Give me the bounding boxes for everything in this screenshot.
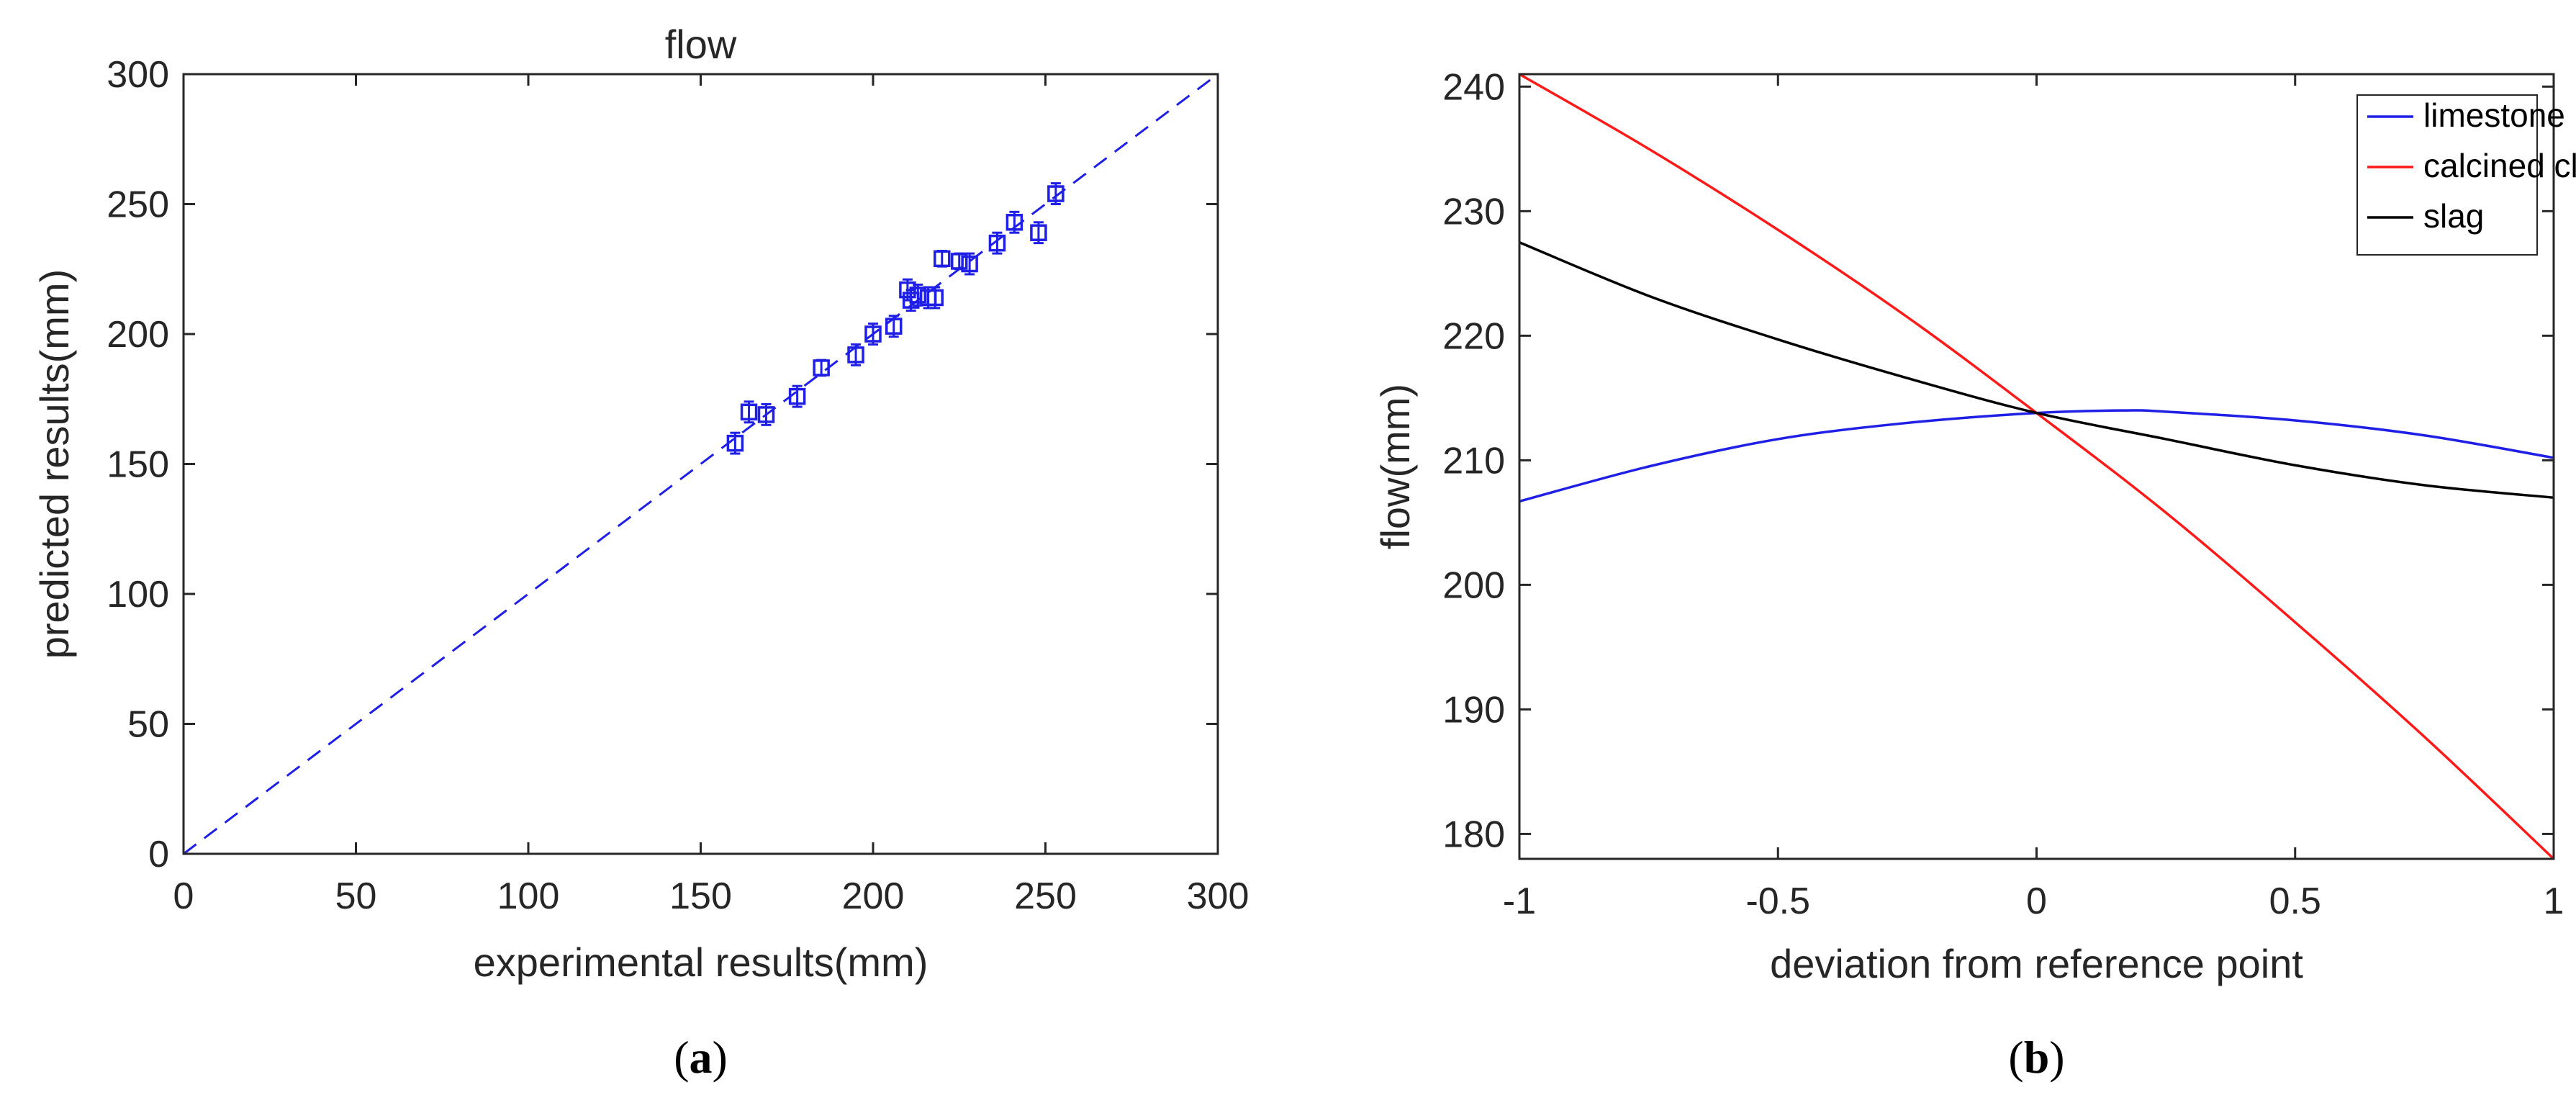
data-point xyxy=(813,359,830,377)
y-tick-label: 200 xyxy=(107,314,169,356)
y-tick-label: 50 xyxy=(127,704,169,746)
y-tick-label: 200 xyxy=(1442,564,1505,606)
legend-label: limestone xyxy=(2423,96,2565,134)
x-tick-label: 300 xyxy=(1187,875,1249,917)
data-point xyxy=(864,323,882,346)
y-tick-label: 240 xyxy=(1442,66,1505,108)
x-tick-label: -0.5 xyxy=(1745,880,1810,922)
square-marker xyxy=(1005,214,1023,231)
reference-line xyxy=(183,73,1219,855)
square-marker xyxy=(951,253,968,270)
x-tick-label: 0 xyxy=(173,875,194,917)
data-point xyxy=(1030,221,1047,245)
legend: limestone calcined clay slag xyxy=(2356,94,2576,256)
x-tick-label: 100 xyxy=(497,875,560,917)
square-marker xyxy=(864,325,882,343)
square-marker xyxy=(1047,185,1065,202)
plot-frame xyxy=(182,73,1219,855)
y-tick-label: 300 xyxy=(107,54,169,96)
series-line-calcined-clay xyxy=(1519,73,2555,860)
square-marker xyxy=(740,403,758,421)
y-tick-label: 230 xyxy=(1442,191,1505,233)
data-point xyxy=(1047,182,1065,205)
square-marker xyxy=(961,255,978,273)
data-point xyxy=(1005,210,1023,234)
data-point xyxy=(847,343,864,366)
square-marker xyxy=(757,406,775,423)
x-tick-label: 50 xyxy=(335,875,377,917)
series-line-slag xyxy=(1519,240,2554,499)
legend-label: slag xyxy=(2423,197,2484,235)
chart-panel-b: -1 -0.5 0 0.5 1 180 190 200 210 220 230 240 limesto… xyxy=(1373,66,2576,1083)
legend-label: calcined clay xyxy=(2423,147,2576,184)
data-point xyxy=(726,431,744,455)
square-marker xyxy=(885,317,903,335)
chart-panel-a: flow 0 50 100 150 200 250 300 0 50 100 150 200 250 30… xyxy=(32,22,1249,1083)
x-axis-label: deviation from reference point xyxy=(1770,941,2303,986)
reference-line-layer xyxy=(183,73,1219,855)
square-marker xyxy=(909,287,927,304)
panel-letter: a xyxy=(690,1032,713,1083)
x-axis-label: experimental results(mm) xyxy=(474,939,928,985)
series-lines-layer xyxy=(1519,73,2555,860)
square-marker xyxy=(726,434,744,452)
y-tick-label: 250 xyxy=(107,184,169,226)
x-tick-label: 250 xyxy=(1014,875,1077,917)
data-point xyxy=(961,252,978,276)
data-points-layer xyxy=(726,182,1065,455)
x-tick-label: 0 xyxy=(2026,880,2047,922)
panel-letter: b xyxy=(2024,1032,2050,1083)
y-tick-label: 150 xyxy=(107,444,169,486)
square-marker xyxy=(988,234,1006,252)
data-point xyxy=(757,402,775,426)
data-point xyxy=(740,400,758,424)
x-tick-label: 200 xyxy=(842,875,905,917)
square-marker xyxy=(813,359,830,377)
y-tick-label: 220 xyxy=(1442,315,1505,357)
data-point xyxy=(926,286,944,310)
y-tick-label: 210 xyxy=(1442,440,1505,482)
square-marker xyxy=(934,250,951,268)
data-point xyxy=(788,384,806,408)
panel-label-a: (a) xyxy=(674,1032,728,1083)
data-point xyxy=(988,231,1006,255)
y-axis-label: flow(mm) xyxy=(1373,384,1418,549)
axis-ticks: 0 50 100 150 200 250 300 0 50 100 150 200 250 300 xyxy=(107,54,1249,917)
y-tick-label: 0 xyxy=(148,834,169,875)
y-tick-label: 100 xyxy=(107,574,169,616)
panel-label-b: (b) xyxy=(2008,1032,2064,1083)
y-tick-label: 190 xyxy=(1442,689,1505,731)
chart-title: flow xyxy=(665,22,737,67)
legend-box xyxy=(2356,94,2538,256)
x-tick-label: -1 xyxy=(1503,880,1536,922)
x-tick-label: 0.5 xyxy=(2269,880,2321,922)
square-marker xyxy=(926,289,944,307)
y-axis-label: predicted results(mm) xyxy=(32,269,77,659)
series-line-limestone xyxy=(1519,409,2554,503)
plot-frame xyxy=(1518,73,2555,860)
data-point xyxy=(909,283,927,307)
data-point xyxy=(885,315,903,338)
x-tick-label: 1 xyxy=(2544,880,2564,922)
square-marker xyxy=(847,346,864,364)
square-marker xyxy=(788,387,806,405)
y-tick-label: 180 xyxy=(1442,814,1505,855)
square-marker xyxy=(1030,224,1047,241)
data-point xyxy=(934,249,951,268)
x-tick-label: 150 xyxy=(669,875,732,917)
